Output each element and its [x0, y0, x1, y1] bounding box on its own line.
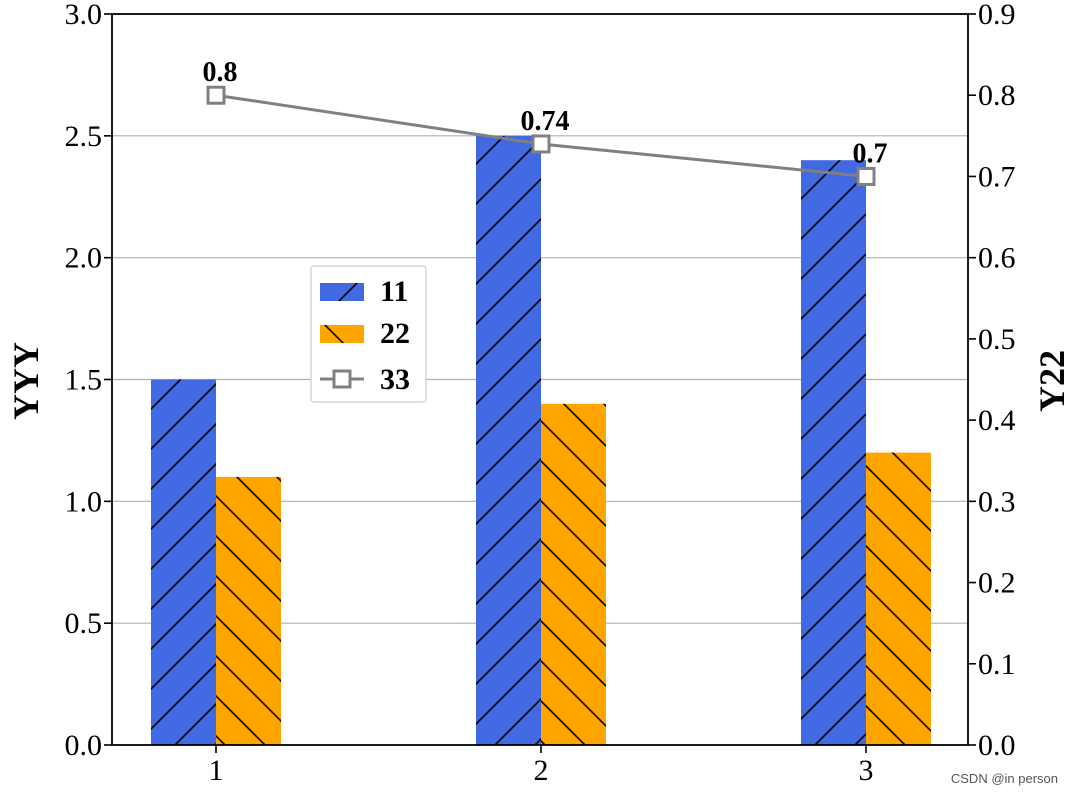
marker-33-1 — [206, 85, 226, 105]
right-tick-label-7: 0.7 — [978, 160, 1016, 193]
bar-hatch-11-3 — [801, 160, 866, 745]
legend-swatch-hatch-11 — [320, 283, 364, 301]
x-tick-label-2: 3 — [859, 754, 874, 787]
legend-swatch-hatch-22 — [320, 325, 364, 343]
left-tick-label-5: 2.5 — [65, 120, 103, 153]
bar-hatch-22-2 — [541, 403, 606, 745]
left-axis: 0.0 0.5 1.0 1.5 2.0 2.5 3.0 — [65, 0, 112, 762]
right-tick-label-2: 0.2 — [978, 567, 1016, 600]
x-tick-label-0: 1 — [209, 754, 224, 787]
bar-hatch-22-3 — [866, 452, 931, 745]
right-tick-label-0: 0.0 — [978, 729, 1016, 762]
left-tick-label-4: 2.0 — [65, 242, 103, 275]
bar-hatch-22-1 — [216, 476, 281, 745]
right-tick-label-1: 0.1 — [978, 648, 1016, 681]
legend-item-33: 33 — [320, 363, 410, 396]
right-tick-label-8: 0.8 — [978, 79, 1016, 112]
legend-item-22: 22 — [320, 317, 410, 350]
marker-33-3 — [856, 166, 876, 186]
left-tick-label-0: 0.0 — [65, 729, 103, 762]
line-series: 0.8 0.74 0.7 — [203, 57, 888, 186]
left-tick-label-2: 1.0 — [65, 485, 103, 518]
y2-axis-title: Y22 — [1032, 350, 1072, 412]
x-axis: 1 2 3 — [209, 745, 874, 787]
left-tick-label-3: 1.5 — [65, 364, 103, 397]
bars — [151, 135, 931, 746]
right-axis: 0.0 0.1 0.2 0.3 0.4 0.5 0.6 0.7 0.8 0.9 — [968, 0, 1016, 762]
y-axis-title: YYY — [6, 342, 46, 420]
data-label-3: 0.7 — [853, 138, 888, 169]
data-label-2: 0.74 — [521, 106, 570, 137]
marker-33-2 — [531, 134, 551, 154]
right-tick-label-6: 0.6 — [978, 242, 1016, 275]
bar-hatch-11-2 — [476, 135, 541, 746]
data-label-1: 0.8 — [203, 57, 238, 88]
left-tick-label-6: 3.0 — [65, 0, 103, 31]
legend-marker-33 — [332, 369, 352, 389]
x-tick-label-1: 2 — [534, 754, 549, 787]
right-tick-label-9: 0.9 — [978, 0, 1016, 31]
left-tick-label-1: 0.5 — [65, 607, 103, 640]
right-tick-label-5: 0.5 — [978, 323, 1016, 356]
right-tick-label-4: 0.4 — [978, 404, 1016, 437]
right-tick-label-3: 0.3 — [978, 485, 1016, 518]
bar-hatch-11-1 — [151, 379, 216, 745]
legend: 11 22 33 — [310, 265, 427, 403]
legend-item-11: 11 — [320, 275, 408, 308]
legend-label-33: 33 — [380, 363, 410, 396]
legend-label-22: 22 — [380, 317, 410, 350]
watermark: CSDN @in person — [950, 771, 1058, 786]
legend-label-11: 11 — [380, 275, 408, 308]
